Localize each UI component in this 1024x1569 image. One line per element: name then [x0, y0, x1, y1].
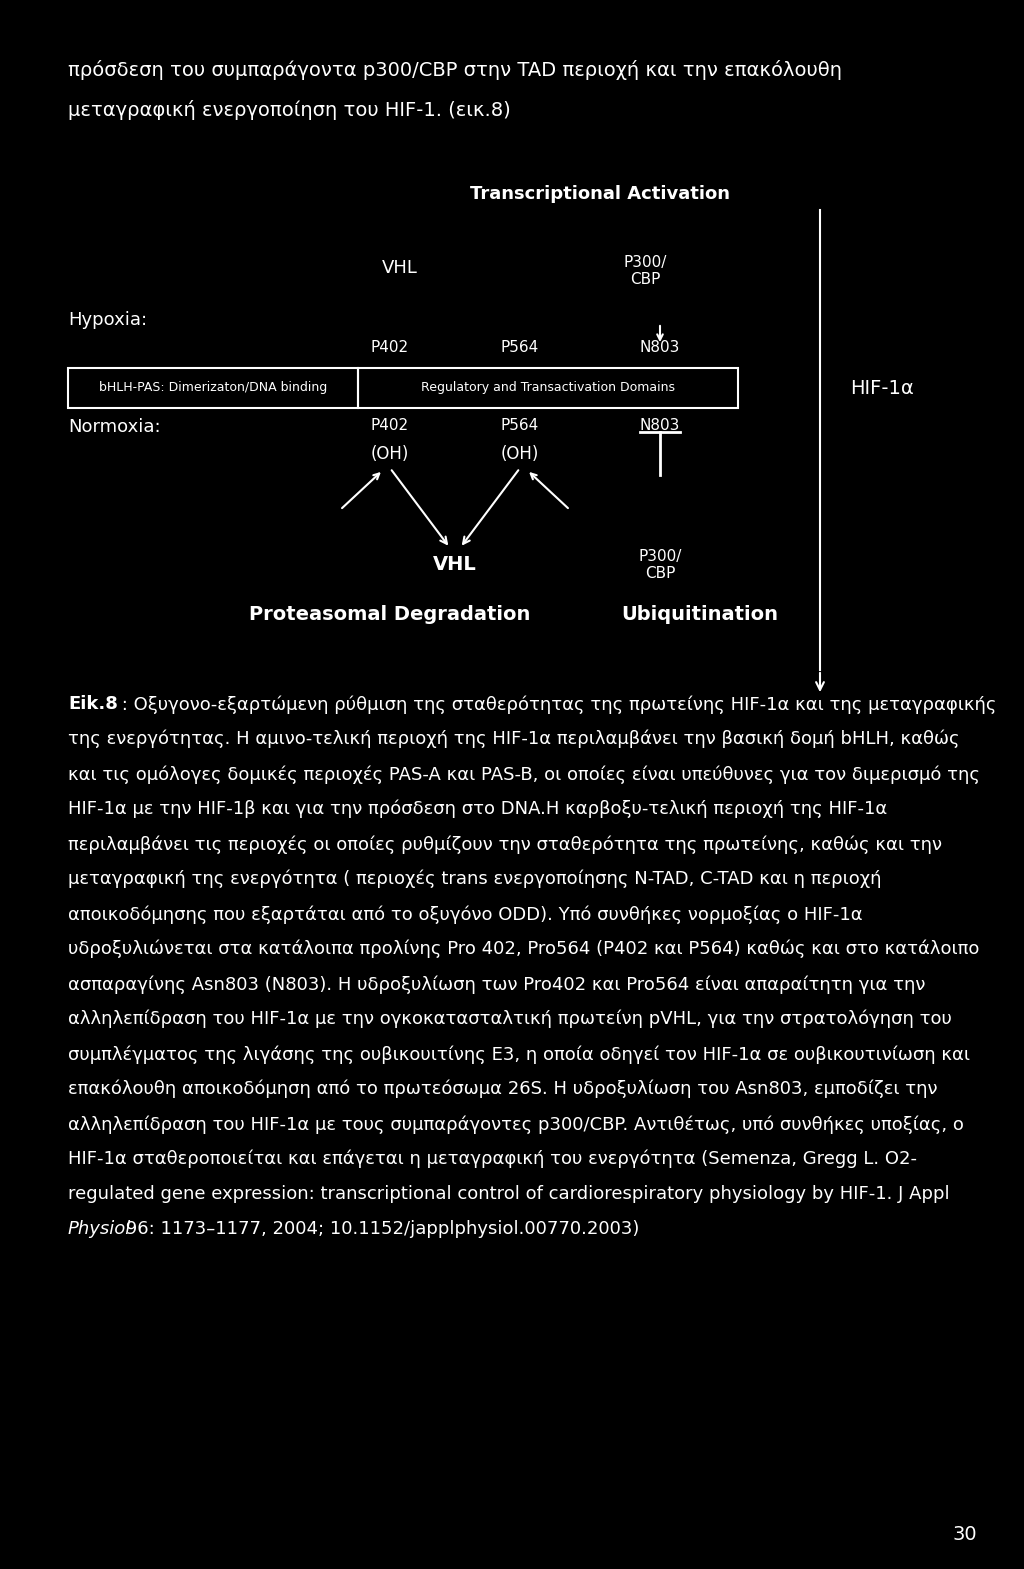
Text: Eik.8: Eik.8	[68, 695, 118, 712]
Text: Hypoxia:: Hypoxia:	[68, 311, 147, 329]
Text: περιλαμβάνει τις περιοχές οι οποίες ρυθμίζουν την σταθερότητα της πρωτείνης, καθ: περιλαμβάνει τις περιοχές οι οποίες ρυθμ…	[68, 835, 942, 854]
Text: P300/
CBP: P300/ CBP	[638, 549, 682, 581]
Text: Normoxia:: Normoxia:	[68, 417, 161, 436]
Bar	[68, 369, 358, 408]
Text: 96: 1173–1177, 2004; 10.1152/japplphysiol.00770.2003): 96: 1173–1177, 2004; 10.1152/japplphysio…	[120, 1221, 639, 1238]
Text: αλληλεπίδραση του HIF-1α με τους συμπαράγοντες p300/CBP. Αντιθέτως, υπό συνθήκες: αλληλεπίδραση του HIF-1α με τους συμπαρά…	[68, 1116, 964, 1133]
Text: : Oξυγονο-εξαρτώμενη ρύθμιση της σταθερότητας της πρωτείνης HIF-1α και της μεταγ: : Oξυγονο-εξαρτώμενη ρύθμιση της σταθερό…	[116, 695, 996, 714]
Bar	[358, 369, 738, 408]
Text: N803: N803	[640, 340, 680, 355]
Text: Physiol: Physiol	[68, 1221, 131, 1238]
Text: της ενεργότητας. Η αμινο-τελική περιοχή της HIF-1α περιλαμβάνει την βασική δομή : της ενεργότητας. Η αμινο-τελική περιοχή …	[68, 730, 959, 748]
Text: P564: P564	[501, 340, 539, 355]
Text: Transcriptional Activation: Transcriptional Activation	[470, 185, 730, 202]
Text: αποικοδόμησης που εξαρτάται από το οξυγόνο ODD). Υπό συνθήκες νορμοξίας ο HIF-1α: αποικοδόμησης που εξαρτάται από το οξυγό…	[68, 905, 862, 924]
Text: regulated gene expression: transcriptional control of cardiorespiratory physiolo: regulated gene expression: transcription…	[68, 1185, 949, 1203]
Text: VHL: VHL	[433, 555, 477, 574]
Text: πρόσδεση του συμπαράγοντα p300/CBP στην TAD περιοχή και την επακόλουθη: πρόσδεση του συμπαράγοντα p300/CBP στην …	[68, 60, 842, 80]
Text: μεταγραφική ενεργοποίηση του HIF-1. (εικ.8): μεταγραφική ενεργοποίηση του HIF-1. (εικ…	[68, 100, 511, 119]
Text: επακόλουθη αποικοδόμηση από το πρωτεόσωμα 26S. Η υδροξυλίωση του Asn803, εμποδίζ: επακόλουθη αποικοδόμηση από το πρωτεόσωμ…	[68, 1079, 938, 1098]
Text: HIF-1α: HIF-1α	[850, 378, 913, 397]
Text: HIF-1α με την HIF-1β και για την πρόσδεση στο DNA.Η καρβοξυ-τελική περιοχή της H: HIF-1α με την HIF-1β και για την πρόσδεσ…	[68, 800, 887, 819]
Text: Ubiquitination: Ubiquitination	[622, 606, 778, 624]
Text: συμπλέγματος της λιγάσης της ουβικουιτίνης E3, η οποία οδηγεί τον HIF-1α σε ουβι: συμπλέγματος της λιγάσης της ουβικουιτίν…	[68, 1045, 970, 1064]
Text: Regulatory and Transactivation Domains: Regulatory and Transactivation Domains	[421, 381, 675, 394]
Text: Proteasomal Degradation: Proteasomal Degradation	[249, 606, 530, 624]
Text: VHL: VHL	[382, 259, 418, 278]
Text: N803: N803	[640, 417, 680, 433]
Text: P564: P564	[501, 417, 539, 433]
Text: HIF-1α σταθεροποιείται και επάγεται η μεταγραφική του ενεργότητα (Semenza, Gregg: HIF-1α σταθεροποιείται και επάγεται η με…	[68, 1150, 918, 1169]
Text: (OH): (OH)	[501, 446, 540, 463]
Text: bHLH-PAS: Dimerizaton/DNA binding: bHLH-PAS: Dimerizaton/DNA binding	[99, 381, 327, 394]
Text: 30: 30	[952, 1525, 977, 1544]
Text: μεταγραφική της ενεργότητα ( περιοχές trans ενεργοποίησης N-TAD, C-TAD και η περ: μεταγραφική της ενεργότητα ( περιοχές tr…	[68, 869, 882, 888]
Text: αλληλεπίδραση του HIF-1α με την ογκοκατασταλτική πρωτείνη pVHL, για την στρατολό: αλληλεπίδραση του HIF-1α με την ογκοκατα…	[68, 1010, 952, 1029]
Text: P402: P402	[371, 417, 409, 433]
Text: και τις ομόλογες δομικές περιοχές PAS-A και PAS-B, οι οποίες είναι υπεύθυνες για: και τις ομόλογες δομικές περιοχές PAS-A …	[68, 766, 980, 783]
Text: (OH): (OH)	[371, 446, 410, 463]
Text: ασπαραγίνης Asn803 (N803). Η υδροξυλίωση των Pro402 και Pro564 είναι απαραίτητη : ασπαραγίνης Asn803 (N803). Η υδροξυλίωση…	[68, 974, 926, 993]
Text: P402: P402	[371, 340, 409, 355]
Text: υδροξυλιώνεται στα κατάλοιπα προλίνης Pro 402, Pro564 (P402 και P564) καθώς και : υδροξυλιώνεται στα κατάλοιπα προλίνης Pr…	[68, 940, 979, 959]
Text: P300/
CBP: P300/ CBP	[624, 256, 667, 287]
